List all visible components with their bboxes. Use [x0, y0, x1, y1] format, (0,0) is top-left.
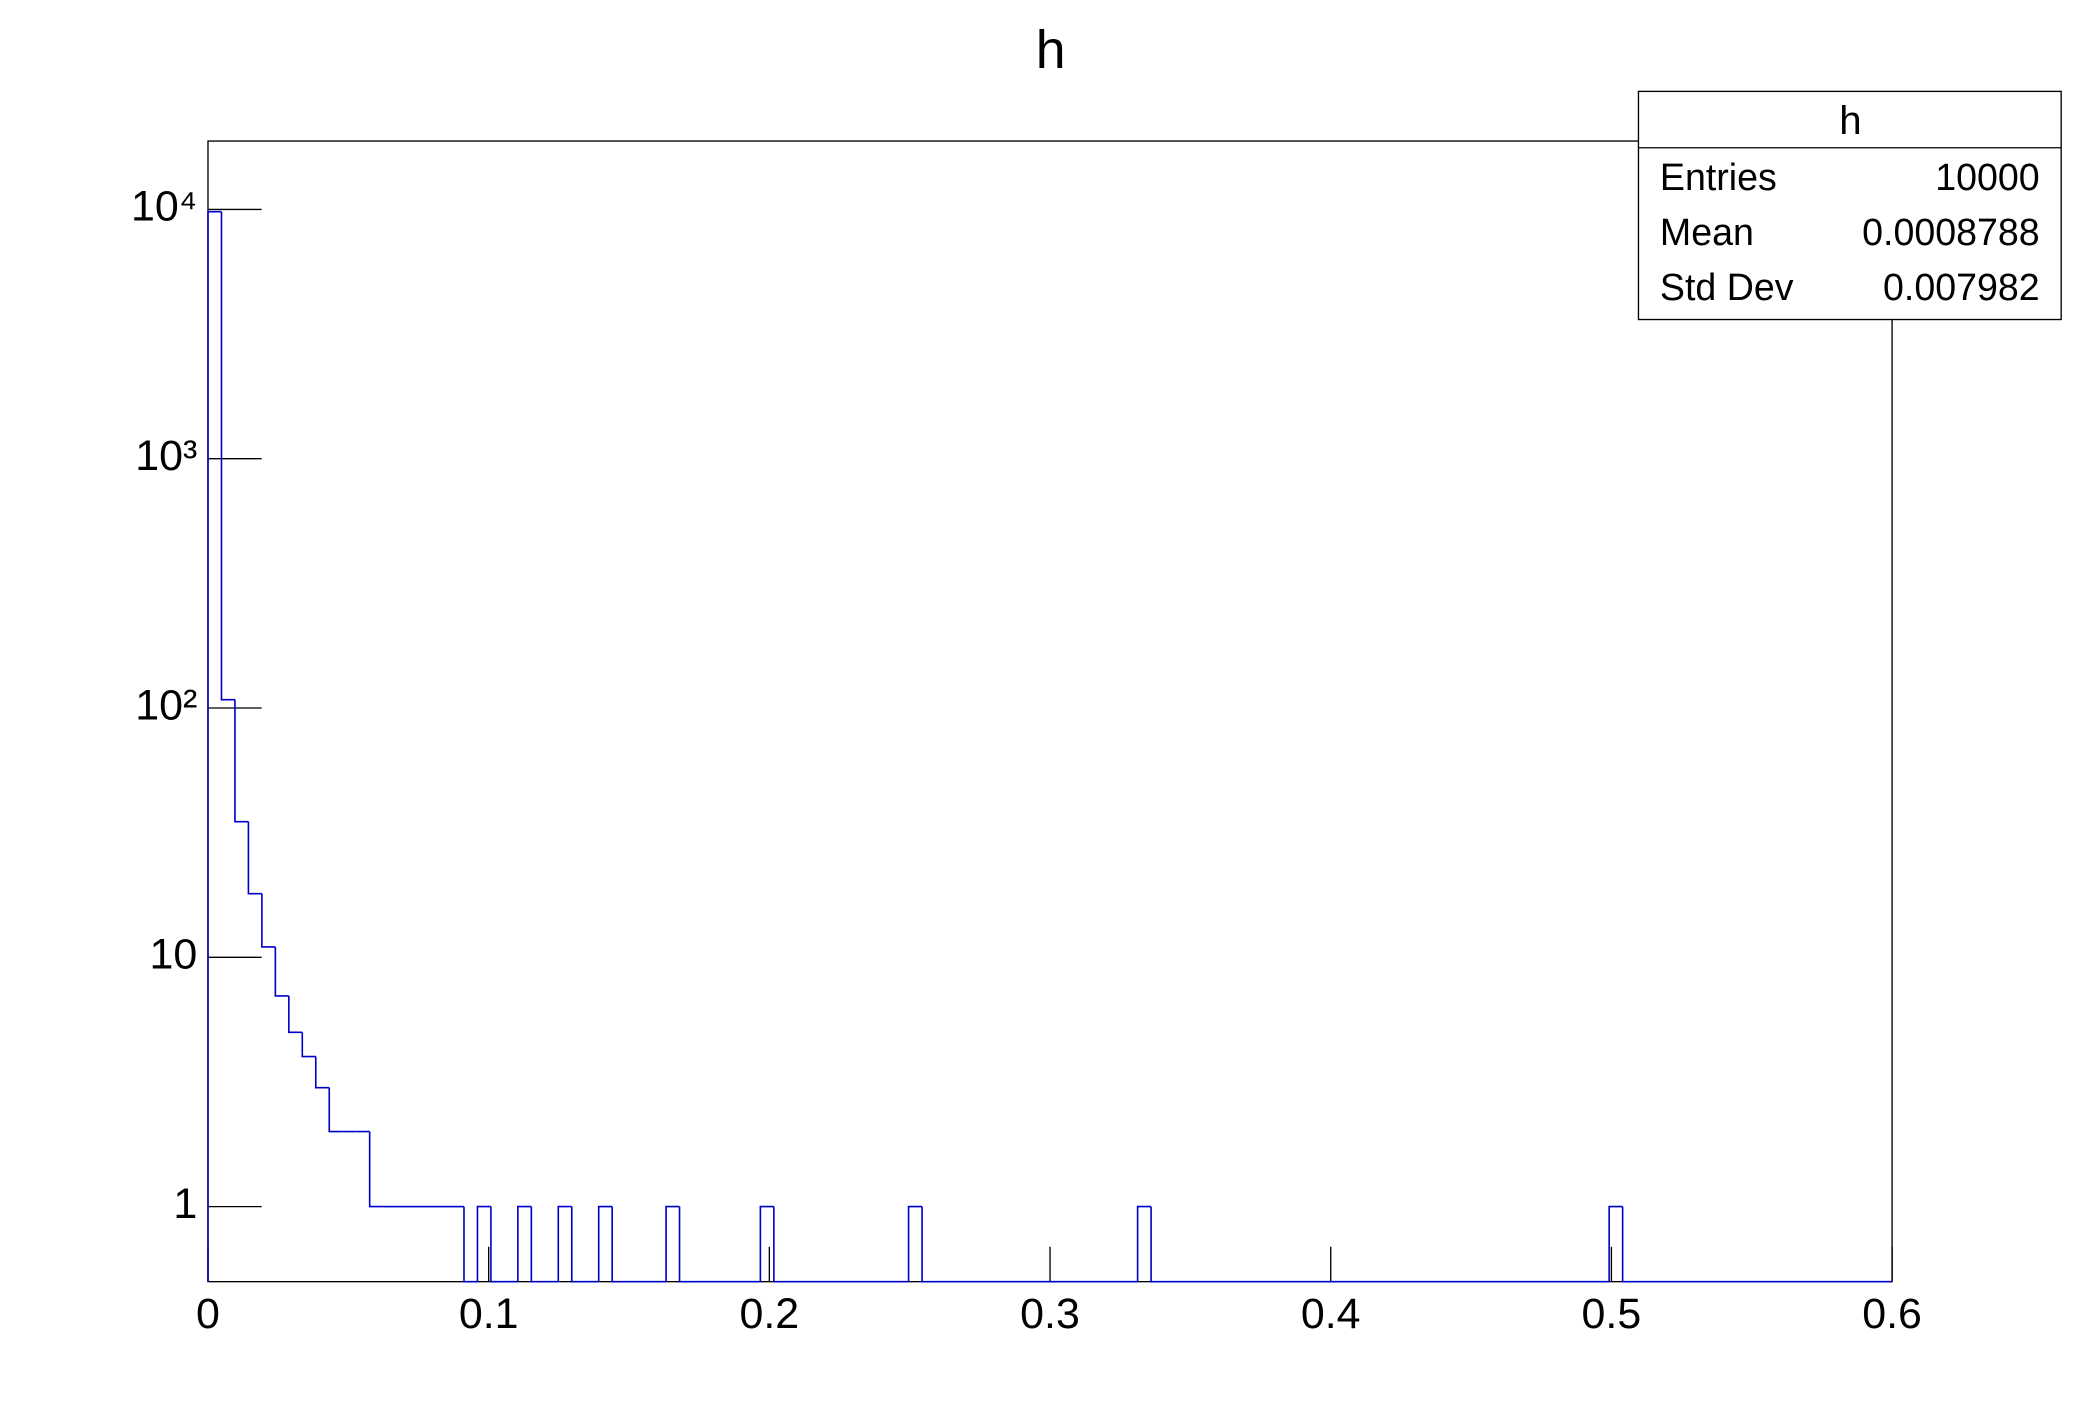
x-tick-label: 0 [196, 1290, 220, 1338]
histogram-bin [247, 821, 262, 895]
histogram-bin [1150, 1206, 1165, 1283]
histogram-bin [530, 1206, 545, 1283]
histogram-bin [368, 1131, 384, 1208]
histogram-bin [907, 1205, 923, 1282]
histogram-bin [665, 1205, 680, 1282]
histogram-bin [490, 1206, 505, 1283]
stats-title: h [1839, 98, 1861, 143]
histogram-bin [207, 210, 222, 1282]
histogram-bin [921, 1206, 936, 1283]
y-tick-label: 1 [173, 1180, 197, 1228]
x-tick-label: 0.3 [1020, 1290, 1080, 1338]
histogram-bin [328, 1087, 343, 1133]
x-tick-label: 0.6 [1862, 1290, 1922, 1338]
y-tick-label: 10 [149, 931, 197, 979]
stats-value: 10000 [1935, 156, 2039, 198]
histogram-bin [557, 1205, 572, 1282]
histogram-bin [1608, 1205, 1623, 1282]
x-tick-label: 0.2 [740, 1290, 800, 1338]
histogram-bin [220, 211, 235, 701]
histogram-bin [1621, 1206, 1637, 1283]
x-tick-label: 0.5 [1582, 1290, 1642, 1338]
y-tick-label: 10³ [135, 432, 197, 480]
histogram-bin [570, 1206, 586, 1283]
stats-frame [1637, 90, 2062, 321]
x-tick-label: 0.4 [1301, 1290, 1361, 1338]
y-tick-label: 10⁴ [131, 183, 197, 231]
histogram-bin [314, 1056, 330, 1089]
histogram-bin [301, 1032, 316, 1058]
histogram-bin [463, 1206, 478, 1283]
stats-value: 0.0008788 [1862, 211, 2040, 253]
y-tick-label: 10² [135, 681, 197, 729]
histogram-bin [274, 946, 289, 997]
stats-label: Std Dev [1660, 266, 1794, 308]
histogram-bin [517, 1205, 532, 1282]
x-tick-label: 0.1 [459, 1290, 519, 1338]
histogram-bin [678, 1206, 694, 1283]
stats-label: Entries [1660, 156, 1777, 198]
stats-label: Mean [1660, 211, 1754, 253]
stats-box: h Entries 10000 Mean 0.0008788 Std Dev 0.0079… [1637, 90, 2062, 321]
histogram-bin [597, 1205, 613, 1282]
histogram-bin [261, 893, 276, 948]
histogram-bin [759, 1205, 774, 1282]
histogram-bin [234, 699, 249, 823]
histogram-bin [773, 1206, 788, 1283]
histogram-bin [611, 1206, 626, 1283]
histogram-bin [476, 1205, 491, 1282]
histogram-bin [288, 995, 303, 1034]
stats-value: 0.007982 [1883, 266, 2040, 308]
chart-title: h [1036, 20, 1066, 80]
histogram-bin [1136, 1205, 1152, 1282]
